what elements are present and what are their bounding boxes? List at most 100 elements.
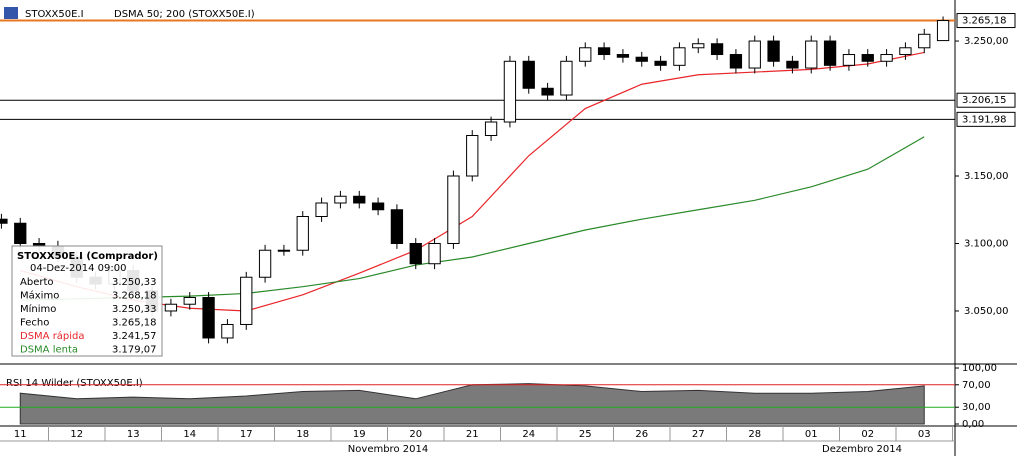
rsi-title: RSI 14 Wilder (STOXX50E.I) — [6, 378, 143, 389]
candle-body — [823, 40, 837, 66]
month-label: Dezembro 2014 — [822, 444, 902, 455]
tooltip-label: DSMA rápida — [20, 330, 85, 342]
day-label: 24 — [522, 429, 535, 440]
moving-average — [20, 136, 925, 301]
day-label: 12 — [70, 429, 83, 440]
candle-body — [541, 87, 554, 96]
candle-body — [240, 276, 253, 325]
level-box — [956, 111, 1016, 127]
day-label: 19 — [353, 429, 366, 440]
tooltip-label: Mínimo — [20, 303, 56, 315]
candle-body — [221, 323, 234, 339]
day-label: 28 — [748, 429, 761, 440]
candle-body — [258, 249, 272, 278]
rsi-area — [19, 383, 925, 425]
day-label: 01 — [805, 429, 818, 440]
tooltip-title: STOXX50E.I (Comprador) — [17, 251, 158, 262]
candle-body — [409, 242, 422, 265]
candle-body — [428, 242, 441, 265]
day-label: 14 — [183, 429, 196, 440]
day-label: 21 — [466, 429, 479, 440]
indicator[interactable]: DSMA 50; 200 (STOXX50E.I) — [114, 9, 255, 20]
day-label: 27 — [692, 429, 705, 440]
y-tick-label: 3.050,00 — [964, 306, 1009, 317]
tooltip-box — [11, 245, 163, 357]
candle-body — [0, 218, 8, 224]
day-label: 11 — [14, 429, 27, 440]
candle-body — [861, 54, 874, 62]
tooltip-label: DSMA lenta — [20, 345, 78, 356]
day-label: 02 — [861, 429, 874, 440]
candle-body — [560, 60, 573, 96]
candle-body — [880, 54, 893, 62]
rsi-tick-label: 70,00 — [962, 380, 991, 391]
candle-body — [371, 202, 385, 211]
rsi-tick-label: 0,00 — [962, 419, 984, 430]
candle-body — [466, 135, 479, 177]
candle-body — [805, 40, 818, 69]
tooltip-date: 04-Dez-2014 09:00 — [30, 263, 127, 274]
candle-body — [899, 47, 912, 56]
y-tick-label: 3.100,00 — [964, 238, 1009, 249]
tooltip: STOXX50E.I (Comprador) 04-Dez-2014 09:00… — [11, 245, 163, 357]
candle-body — [936, 20, 950, 42]
tooltip-label: Fecho — [20, 318, 49, 329]
candle-body — [729, 54, 743, 69]
candle-body — [710, 43, 724, 56]
candle-body — [597, 47, 611, 56]
candle-body — [296, 215, 309, 251]
candle-body — [579, 47, 592, 62]
candle-body — [202, 296, 215, 339]
candle-body — [748, 40, 761, 69]
candle-body — [918, 33, 931, 49]
candle-body — [315, 202, 328, 217]
day-label: 26 — [635, 429, 648, 440]
tooltip-value: 3.241,57 — [112, 331, 157, 342]
symbol[interactable]: STOXX50E.I — [25, 9, 84, 20]
level-label: 3.206,15 — [962, 95, 1007, 106]
candle-body — [390, 209, 404, 244]
candle-body — [183, 296, 196, 305]
tooltip-value: 3.250,33 — [112, 304, 157, 315]
rsi-tick-label: 30,00 — [962, 402, 991, 413]
candle-body — [14, 222, 27, 244]
candle-body — [786, 60, 799, 69]
level-label: 3.191,98 — [962, 114, 1007, 125]
symbol-icon[interactable] — [4, 7, 18, 19]
candle-body — [842, 54, 856, 66]
tooltip-value: 3.179,07 — [112, 345, 157, 356]
candle-body — [616, 54, 630, 58]
candle-body — [334, 195, 347, 204]
candle-body — [353, 195, 366, 204]
candle-body — [635, 56, 648, 62]
last-price-label: 3.265,18 — [962, 16, 1007, 27]
y-tick-label: 3.250,00 — [964, 36, 1009, 47]
tooltip-value: 3.268,18 — [112, 291, 157, 302]
day-label: 20 — [409, 429, 422, 440]
candle-body — [673, 47, 686, 66]
candle-body — [484, 121, 498, 137]
tooltip-value: 3.265,18 — [112, 318, 157, 329]
day-label: 17 — [240, 429, 253, 440]
rsi-tick-label: 100,00 — [962, 363, 997, 374]
tooltip-value: 3.250,33 — [112, 277, 157, 288]
candle-body — [277, 249, 291, 252]
candle-body — [164, 303, 178, 312]
day-label: 25 — [579, 429, 592, 440]
last-price-box — [956, 13, 1016, 29]
day-label: 18 — [296, 429, 309, 440]
tooltip-label: Máximo — [20, 290, 59, 302]
candle-body — [654, 60, 667, 66]
candle-body — [767, 40, 780, 62]
candle-body — [522, 60, 535, 89]
day-label: 13 — [127, 429, 140, 440]
y-tick-label: 3.150,00 — [964, 171, 1009, 182]
candle-body — [503, 60, 517, 123]
month-label: Novembro 2014 — [348, 444, 428, 455]
candle-body — [447, 175, 460, 244]
level-box — [956, 92, 1016, 108]
tooltip-label: Aberto — [20, 277, 54, 288]
day-label: 03 — [918, 429, 931, 440]
candle-body — [692, 43, 705, 49]
